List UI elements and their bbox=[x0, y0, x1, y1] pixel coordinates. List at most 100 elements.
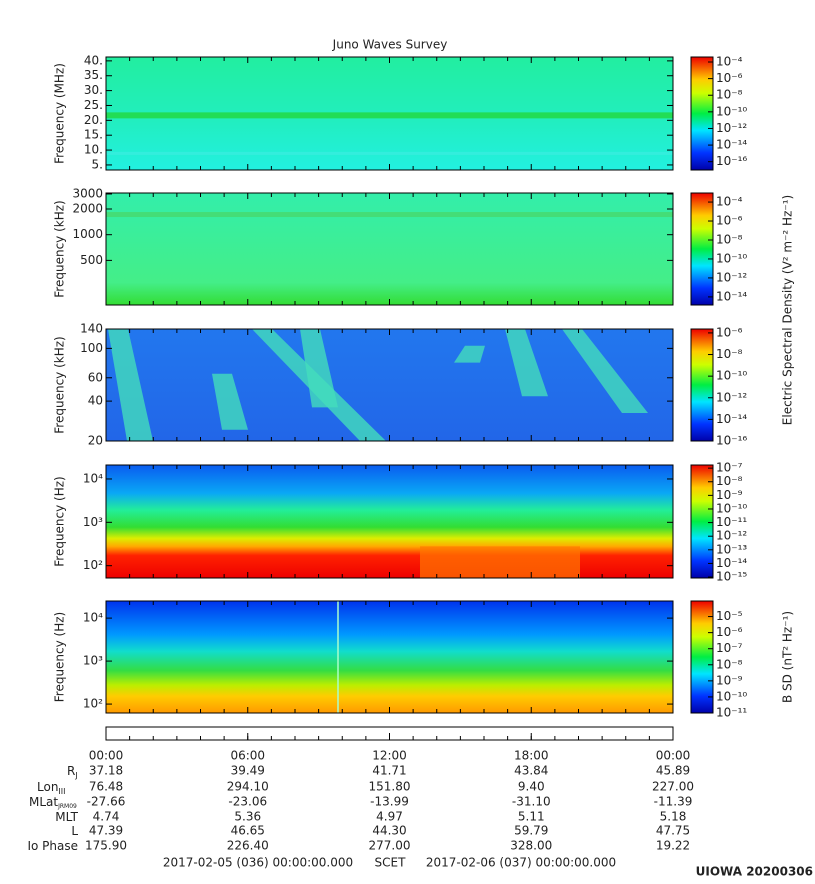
emission-streak bbox=[505, 329, 548, 397]
y-tick-label: 10³ bbox=[83, 654, 103, 668]
ephemeris-value: 9.40 bbox=[518, 780, 545, 794]
colorbar-label: Electric Spectral Density (V² m⁻² Hz⁻¹) bbox=[781, 195, 795, 425]
ephemeris-label-sub: JRM09 bbox=[57, 803, 77, 810]
emission-band bbox=[420, 546, 580, 578]
y-tick-label: 100 bbox=[80, 341, 103, 355]
y-tick-label: 10⁴ bbox=[83, 611, 103, 625]
ephemeris-value: 46.65 bbox=[231, 824, 265, 838]
ephemeris-value: 4.97 bbox=[376, 810, 403, 824]
y-tick-label: 25. bbox=[84, 98, 103, 112]
y-tick-label: 20. bbox=[84, 113, 103, 127]
colorbar-tick-label: 10⁻¹² bbox=[716, 529, 747, 543]
y-tick-label: 30. bbox=[84, 83, 103, 97]
ephemeris-label: RJ bbox=[67, 764, 78, 780]
y-tick-label: 5. bbox=[92, 157, 103, 171]
colorbar-tick-label: 10⁻⁹ bbox=[716, 488, 743, 502]
colorbar-tick-label: 10⁻⁴ bbox=[716, 195, 743, 209]
ephemeris-value: 39.49 bbox=[231, 764, 265, 778]
colorbar-tick-label: 10⁻¹⁵ bbox=[716, 570, 747, 584]
colorbar-tick-label: 10⁻⁷ bbox=[716, 461, 743, 475]
colorbar-tick-label: 10⁻¹⁴ bbox=[716, 556, 747, 570]
colorbar-tick-label: 10⁻¹⁶ bbox=[716, 434, 747, 448]
colorbar-tick-label: 10⁻¹² bbox=[716, 270, 747, 284]
colorbar-tick-label: 10⁻⁵ bbox=[716, 609, 743, 623]
ephemeris-label-sub: III bbox=[58, 787, 65, 796]
y-axis-label: Frequency (MHz) bbox=[53, 63, 67, 164]
ephemeris-label-text: Lon bbox=[37, 780, 58, 794]
colorbar-label: B SD (nT² Hz⁻¹) bbox=[781, 611, 795, 703]
colorbar bbox=[690, 600, 714, 714]
footer-stamp: UIOWA 20200306 bbox=[696, 865, 813, 879]
y-tick-label: 40 bbox=[88, 394, 103, 408]
figure-title: Juno Waves Survey bbox=[332, 38, 448, 52]
ephemeris-value: 76.48 bbox=[89, 780, 123, 794]
ephemeris-value: 45.89 bbox=[656, 764, 690, 778]
ephemeris-label-text: Io Phase bbox=[27, 839, 78, 853]
y-axis-label: Frequency (kHz) bbox=[53, 200, 67, 297]
colorbar-tick-label: 10⁻¹⁰ bbox=[716, 689, 747, 703]
y-tick-label: 2000 bbox=[72, 202, 103, 216]
emission-streak bbox=[454, 345, 485, 363]
y-tick-label: 10. bbox=[84, 143, 103, 157]
ephemeris-value: 59.79 bbox=[514, 824, 548, 838]
colorbar-tick-label: 10⁻¹⁶ bbox=[716, 154, 747, 168]
footer-end: 2017-02-06 (037) 00:00:00.000 bbox=[426, 856, 616, 870]
ephemeris-value: 37.18 bbox=[89, 764, 123, 778]
colorbar-tick-label: 10⁻⁸ bbox=[716, 88, 743, 102]
y-axis-label: Frequency (Hz) bbox=[53, 476, 67, 567]
colorbar bbox=[690, 192, 714, 306]
emission-streak bbox=[300, 329, 338, 408]
x-tick-label: 06:00 bbox=[230, 749, 265, 763]
y-tick-label: 40. bbox=[84, 53, 103, 67]
ephemeris-value: 294.10 bbox=[227, 780, 269, 794]
colorbar-tick-label: 10⁻⁶ bbox=[716, 325, 743, 339]
ephemeris-value: 44.30 bbox=[372, 824, 406, 838]
y-axis-label: Frequency (Hz) bbox=[53, 612, 67, 703]
y-tick-label: 35. bbox=[84, 68, 103, 82]
colorbar-tick-label: 10⁻¹⁴ bbox=[716, 289, 747, 303]
ephemeris-value: 41.71 bbox=[372, 764, 406, 778]
colorbar-tick-label: 10⁻⁸ bbox=[716, 347, 743, 361]
colorbar-tick-label: 10⁻¹⁰ bbox=[716, 369, 747, 383]
ephemeris-value: 227.00 bbox=[652, 780, 694, 794]
footer-center: SCET bbox=[375, 856, 407, 870]
spectrogram bbox=[106, 193, 673, 305]
colorbar-tick-label: 10⁻¹¹ bbox=[716, 706, 747, 720]
colorbar-tick-label: 10⁻⁹ bbox=[716, 673, 743, 687]
emission-streak bbox=[108, 329, 153, 441]
ephemeris-value: 175.90 bbox=[85, 839, 127, 853]
ephemeris-value: -31.10 bbox=[512, 795, 551, 809]
colorbar-tick-label: 10⁻¹⁴ bbox=[716, 138, 747, 152]
y-tick-label: 15. bbox=[84, 128, 103, 142]
emission-band bbox=[106, 151, 673, 155]
spectrogram bbox=[106, 601, 673, 713]
colorbar bbox=[690, 56, 714, 171]
ephemeris-label: Io Phase bbox=[27, 839, 78, 853]
colorbar-tick-label: 10⁻¹⁰ bbox=[716, 251, 747, 265]
colorbar-tick-label: 10⁻⁸ bbox=[716, 232, 743, 246]
ephemeris-value: 151.80 bbox=[369, 780, 411, 794]
ephemeris-value: -27.66 bbox=[87, 795, 126, 809]
ephemeris-label: MLT bbox=[55, 810, 78, 824]
colorbar-tick-label: 10⁻¹² bbox=[716, 121, 747, 135]
ephemeris-label: LonIII bbox=[37, 780, 66, 796]
ephemeris-value: 328.00 bbox=[510, 839, 552, 853]
y-tick-label: 10³ bbox=[83, 515, 103, 529]
colorbar-tick-label: 10⁻¹² bbox=[716, 390, 747, 404]
y-tick-label: 140 bbox=[80, 322, 103, 336]
ephemeris-label-text: L bbox=[71, 824, 78, 838]
y-tick-label: 20 bbox=[88, 434, 103, 448]
y-tick-label: 10² bbox=[83, 558, 103, 572]
colorbar bbox=[690, 464, 714, 579]
ephemeris-value: -23.06 bbox=[228, 795, 267, 809]
colorbar-tick-label: 10⁻¹⁰ bbox=[716, 104, 747, 118]
colorbar-tick-label: 10⁻⁷ bbox=[716, 641, 743, 655]
ephemeris-value: 5.36 bbox=[234, 810, 261, 824]
ephemeris-value: 4.74 bbox=[93, 810, 120, 824]
y-tick-label: 10⁴ bbox=[83, 471, 103, 485]
colorbar-tick-label: 10⁻⁶ bbox=[716, 214, 743, 228]
colorbar-tick-label: 10⁻¹³ bbox=[716, 542, 747, 556]
colorbar-tick-label: 10⁻⁴ bbox=[716, 55, 743, 69]
emission-band bbox=[106, 112, 673, 119]
